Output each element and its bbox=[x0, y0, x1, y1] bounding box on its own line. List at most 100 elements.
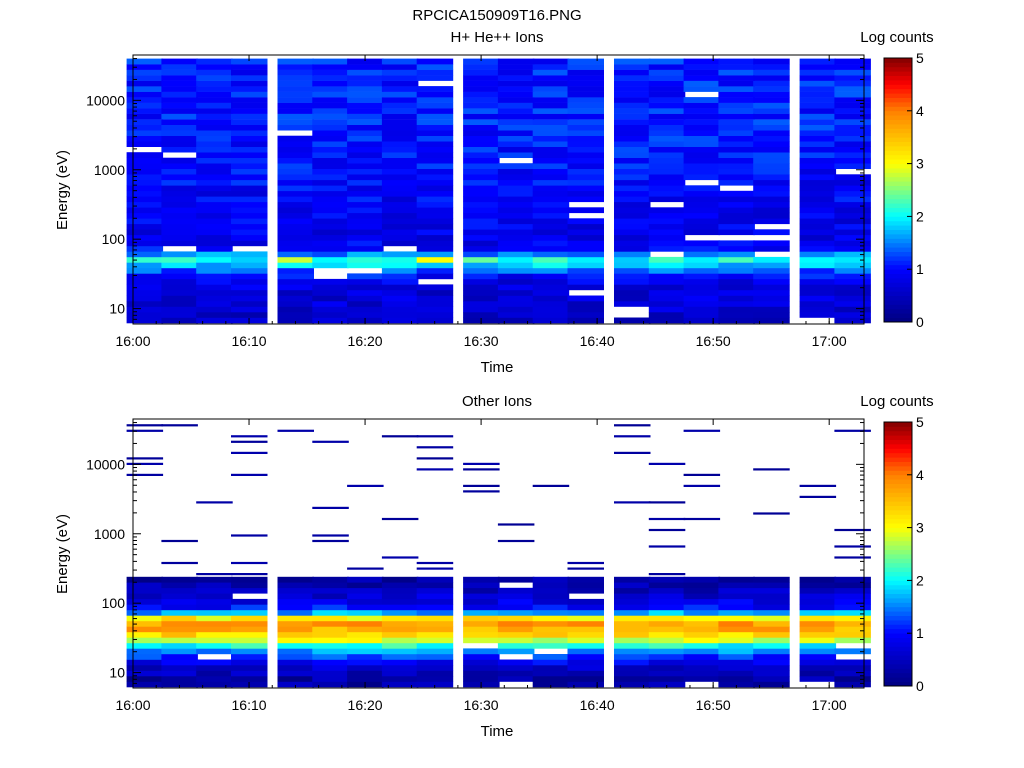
heatmap-cell bbox=[463, 648, 500, 655]
colorbar-swatch bbox=[884, 168, 912, 173]
heatmap-cell bbox=[347, 659, 384, 666]
heatmap-cell bbox=[834, 681, 871, 688]
heatmap-cell bbox=[532, 620, 570, 627]
heatmap-cell bbox=[277, 631, 314, 638]
colorbar-swatch bbox=[884, 602, 912, 608]
heatmap-cell bbox=[834, 124, 871, 131]
heatmap-cell bbox=[277, 290, 314, 296]
heatmap-cell bbox=[161, 615, 198, 622]
heatmap-cell bbox=[231, 113, 268, 120]
heatmap-cell bbox=[834, 528, 871, 532]
heatmap-cell bbox=[463, 190, 500, 197]
heatmap-cell bbox=[231, 576, 268, 583]
heatmap-cell bbox=[497, 190, 535, 197]
heatmap-cell bbox=[126, 196, 164, 203]
heatmap-cell bbox=[416, 190, 454, 197]
heatmap-cell bbox=[231, 234, 268, 241]
heatmap-cell bbox=[416, 637, 454, 644]
heatmap-cell bbox=[718, 267, 755, 274]
heatmap-cell bbox=[463, 168, 500, 175]
heatmap-cell bbox=[416, 256, 454, 263]
y-tick-label: 10 bbox=[109, 301, 125, 317]
heatmap-cell bbox=[196, 609, 233, 616]
heatmap-cell bbox=[312, 262, 349, 269]
heatmap-cell bbox=[718, 196, 755, 203]
heatmap-cell bbox=[463, 620, 500, 627]
heatmap-cell bbox=[347, 290, 384, 296]
heatmap-cell bbox=[463, 207, 500, 214]
heatmap-cell bbox=[567, 676, 604, 682]
heatmap-cell bbox=[614, 229, 651, 236]
heatmap-cell bbox=[497, 598, 535, 605]
heatmap-cell bbox=[497, 267, 535, 274]
heatmap-cell bbox=[648, 517, 686, 521]
heatmap-cell bbox=[277, 69, 314, 76]
heatmap-cell bbox=[753, 306, 790, 313]
colorbar-swatch bbox=[884, 313, 912, 318]
heatmap-cell bbox=[126, 681, 164, 688]
heatmap-cell bbox=[196, 670, 233, 677]
heatmap-cell bbox=[753, 681, 790, 688]
heatmap-cell bbox=[532, 152, 570, 158]
heatmap-cell bbox=[683, 152, 721, 158]
heatmap-cell bbox=[683, 576, 721, 583]
heatmap-cell bbox=[753, 190, 790, 197]
heatmap-cell bbox=[347, 615, 384, 622]
heatmap-cell bbox=[799, 278, 837, 285]
colorbar-swatch bbox=[884, 483, 912, 489]
heatmap-cell bbox=[312, 119, 349, 125]
heatmap-cell bbox=[126, 152, 164, 158]
x-tick-label: 16:30 bbox=[464, 697, 499, 713]
colorbar-swatch bbox=[884, 75, 912, 81]
heatmap-cell bbox=[683, 163, 721, 169]
heatmap-cell bbox=[196, 501, 233, 504]
heatmap-cell bbox=[648, 146, 686, 153]
heatmap-cell bbox=[416, 229, 454, 236]
heatmap-cell bbox=[347, 642, 384, 649]
heatmap-cell bbox=[126, 457, 164, 460]
heatmap-cell bbox=[161, 207, 198, 214]
heatmap-cell bbox=[126, 135, 164, 142]
heatmap-cell bbox=[231, 80, 268, 87]
heatmap-cell bbox=[231, 58, 268, 65]
heatmap-cell bbox=[648, 620, 686, 627]
heatmap-cell bbox=[231, 598, 268, 605]
heatmap-cell bbox=[277, 615, 314, 622]
heatmap-cell bbox=[381, 190, 419, 197]
heatmap-cell bbox=[347, 609, 384, 616]
heatmap-cell bbox=[126, 312, 164, 318]
heatmap-cell bbox=[381, 676, 419, 682]
heatmap-cell bbox=[277, 174, 314, 181]
heatmap-cell bbox=[497, 75, 535, 81]
heatmap-cell bbox=[277, 306, 314, 313]
heatmap-cell bbox=[799, 295, 837, 302]
heatmap-cell bbox=[718, 290, 755, 296]
heatmap-cell bbox=[463, 278, 500, 285]
heatmap-cell bbox=[347, 91, 384, 98]
heatmap-cell bbox=[753, 135, 790, 142]
heatmap-cell bbox=[161, 168, 198, 175]
heatmap-cell bbox=[614, 223, 651, 230]
heatmap-cell bbox=[196, 290, 233, 296]
heatmap-cell bbox=[161, 539, 198, 543]
heatmap-cell bbox=[347, 593, 384, 600]
heatmap-cell bbox=[753, 146, 790, 153]
heatmap-cell bbox=[799, 141, 837, 147]
heatmap-cell bbox=[753, 124, 790, 131]
heatmap-cell bbox=[567, 598, 604, 605]
heatmap-cell bbox=[126, 58, 164, 65]
heatmap-cell bbox=[614, 451, 651, 454]
heatmap-cell bbox=[126, 240, 164, 247]
heatmap-cell bbox=[381, 598, 419, 605]
heatmap-cell bbox=[416, 91, 454, 98]
heatmap-cell bbox=[834, 80, 871, 87]
heatmap-cell bbox=[614, 218, 651, 225]
heatmap-cell bbox=[347, 301, 384, 307]
heatmap-cell bbox=[416, 196, 454, 203]
heatmap-cell bbox=[416, 185, 454, 192]
heatmap-cell bbox=[196, 648, 233, 655]
heatmap-cell bbox=[416, 119, 454, 125]
heatmap-cell bbox=[614, 152, 651, 158]
heatmap-cell bbox=[799, 665, 837, 671]
